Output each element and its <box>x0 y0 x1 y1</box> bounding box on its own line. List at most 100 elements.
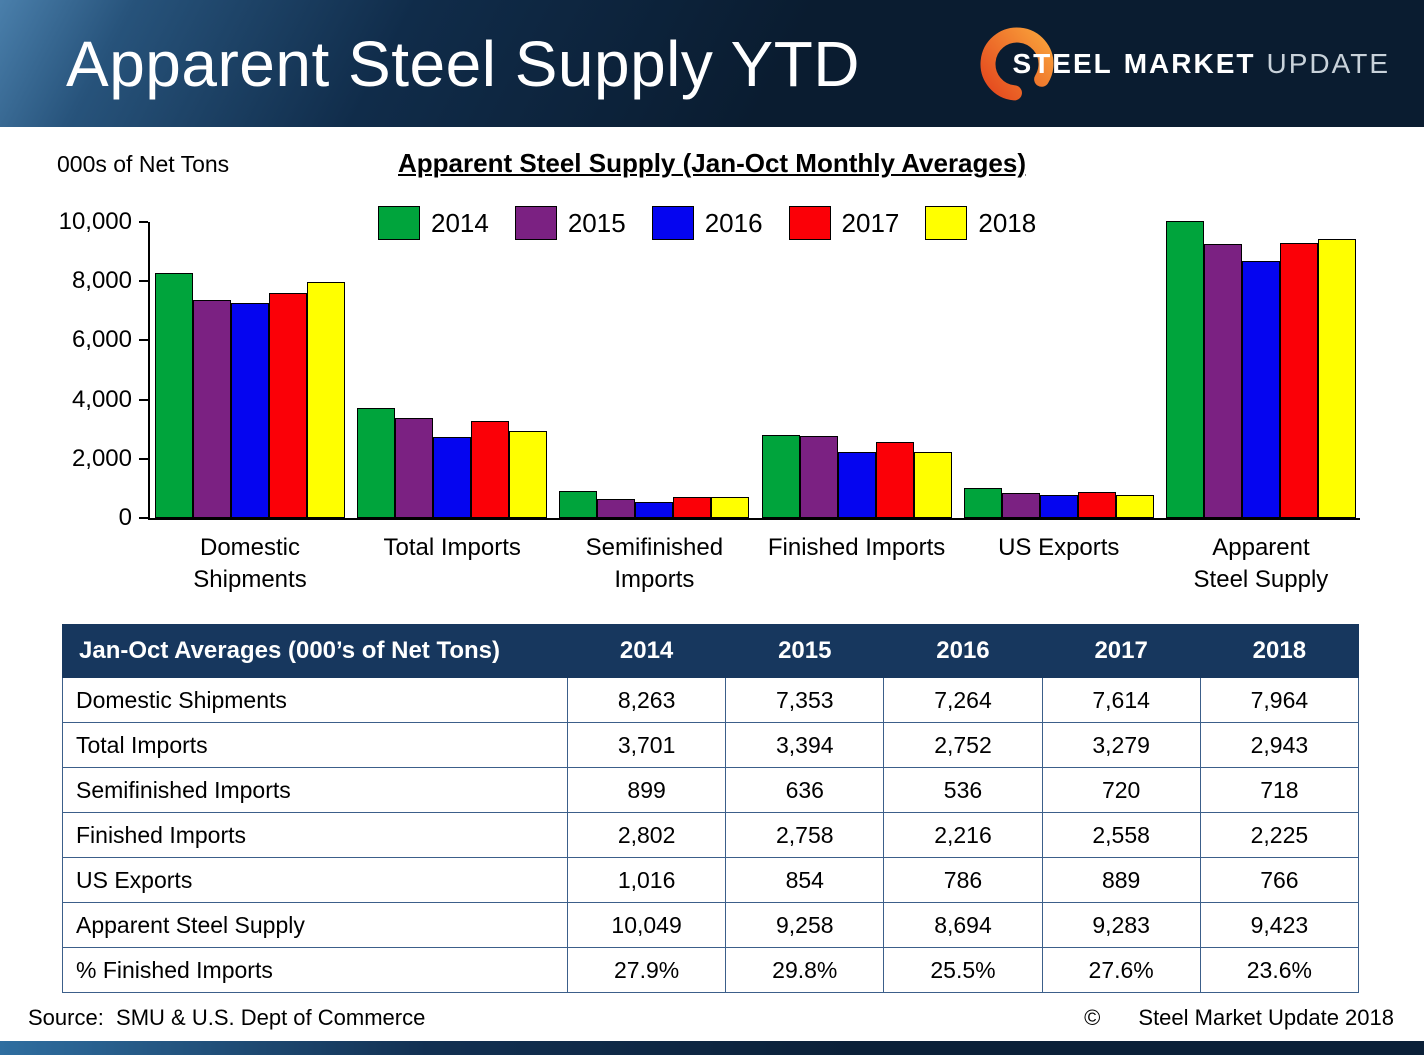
table-row-finished-imports: Finished Imports 2,802 2,758 2,216 2,558 2,22… <box>62 812 1360 858</box>
legend-item-2016: 2016 <box>651 206 763 240</box>
page-title: Apparent Steel Supply YTD <box>66 27 860 100</box>
y-axis-tick-label-4000: 4,000 <box>71 385 132 413</box>
y-axis-tick-label-2000: 2,000 <box>71 444 132 472</box>
table-cell-finished-imports-2016: 2,216 <box>883 812 1043 858</box>
bar-2014-total-imports <box>357 408 396 518</box>
table-cell-finished-imports-2014: 2,802 <box>566 812 727 858</box>
category-label-finished-imports: Finished Imports <box>767 534 946 561</box>
table-cell-semifinished-imports-2014: 899 <box>566 767 727 813</box>
row-label-apparent-steel-supply: Apparent Steel Supply <box>62 902 568 948</box>
row-label-semifinished-imports: Semifinished Imports <box>62 767 568 813</box>
table-cell-finished-imports-2017: 2,558 <box>1041 812 1201 858</box>
table-row-finished-imports: % Finished Imports 27.9% 29.8% 25.5% 27.6% 23… <box>62 947 1360 993</box>
legend-swatch-2018 <box>925 206 968 240</box>
table-header-row: Jan-Oct Averages (000’s of Net Tons) 2014… <box>62 624 1360 678</box>
legend-item-2018: 2018 <box>925 206 1036 240</box>
legend-swatch-2017 <box>788 206 831 240</box>
table-cell-semifinished-imports-2017: 720 <box>1041 767 1201 813</box>
y-axis-tick-label-6000: 6,000 <box>71 326 132 354</box>
table-cell-finished-imports-2017: 27.6% <box>1041 947 1201 993</box>
bar-2016-domestic-shipments <box>231 303 269 518</box>
bar-2015-domestic-shipments <box>193 300 231 518</box>
bar-2016-finished-imports <box>837 452 876 518</box>
bar-2017-semifinished-imports <box>673 496 712 518</box>
bar-2018-us-exports <box>1115 495 1154 518</box>
table-row-us-exports: US Exports 1,016 854 786 889 766 <box>62 857 1360 903</box>
copyright-symbol: © <box>1084 1005 1101 1030</box>
bar-group-semifinished-imports: Semifinished Imports <box>559 222 750 593</box>
table-header-year-2018: 2018 <box>1199 624 1360 678</box>
y-axis-tick-label-0: 0 <box>118 504 132 531</box>
copyright-text: Steel Market Update 2018 <box>1138 1005 1394 1030</box>
legend-label-2014: 2014 <box>431 207 489 238</box>
bars-total-imports <box>357 222 548 518</box>
table-cell-total-imports-2014: 3,701 <box>566 722 727 768</box>
category-label-total-imports: Total Imports <box>383 534 521 561</box>
bar-2017-apparent-steel-supply <box>1279 243 1318 518</box>
smu-logo-text: STEEL MARKET UPDATE <box>1013 48 1391 80</box>
bar-2014-domestic-shipments <box>155 273 193 518</box>
table-row-apparent-steel-supply: Apparent Steel Supply 10,049 9,258 8,694 9,2… <box>62 902 1360 948</box>
bar-groups: Domestic Shipments Total Imports Semifinis… <box>150 220 1360 593</box>
table-header-year-2017: 2017 <box>1041 624 1201 678</box>
table-cell-total-imports-2016: 2,752 <box>883 722 1043 768</box>
y-axis-tick-label-8000: 8,000 <box>71 267 132 295</box>
legend-swatch-2015 <box>514 206 557 240</box>
table-cell-semifinished-imports-2016: 536 <box>883 767 1043 813</box>
bars-finished-imports <box>761 222 952 518</box>
table-header-year-2014: 2014 <box>566 624 727 678</box>
bars-apparent-steel-supply <box>1165 220 1356 518</box>
legend-label-2015: 2015 <box>567 207 626 238</box>
chart-title: Apparent Steel Supply (Jan-Oct Monthly A… <box>398 148 1026 178</box>
bar-2017-finished-imports <box>875 442 914 518</box>
smu-logo-steel: STEEL <box>1012 47 1113 79</box>
table-section: Jan-Oct Averages (000’s of Net Tons) 2014… <box>62 624 1360 993</box>
bars-us-exports <box>963 222 1154 518</box>
table-header-label: Jan-Oct Averages (000’s of Net Tons) <box>62 624 568 678</box>
bar-group-domestic-shipments: Domestic Shipments <box>155 222 345 593</box>
table-cell-finished-imports-2015: 2,758 <box>725 812 885 858</box>
row-label-finished-imports: % Finished Imports <box>62 947 568 993</box>
bars-semifinished-imports <box>559 222 750 518</box>
table-cell-finished-imports-2015: 29.8% <box>725 947 885 993</box>
table-header-year-2015: 2015 <box>725 624 885 678</box>
category-label-semifinished-imports: Semifinished Imports <box>585 534 724 594</box>
row-label-domestic-shipments: Domestic Shipments <box>62 677 568 723</box>
bar-2016-semifinished-imports <box>635 502 674 518</box>
bar-2018-semifinished-imports <box>711 496 750 518</box>
table-cell-us-exports-2014: 1,016 <box>566 857 727 903</box>
row-label-total-imports: Total Imports <box>62 722 568 768</box>
y-axis-tick-label-10000: 10,000 <box>58 208 132 235</box>
table-cell-apparent-steel-supply-2014: 10,049 <box>566 902 727 948</box>
legend-label-2016: 2016 <box>704 207 763 238</box>
table-cell-us-exports-2017: 889 <box>1041 857 1201 903</box>
bar-2015-semifinished-imports <box>597 499 636 518</box>
bar-2018-apparent-steel-supply <box>1317 239 1356 518</box>
y-axis-tick-mark <box>139 280 148 283</box>
category-label-domestic-shipments: Domestic Shipments <box>193 534 307 594</box>
row-label-finished-imports: Finished Imports <box>62 812 568 858</box>
bar-2015-us-exports <box>1001 492 1040 518</box>
table-cell-domestic-shipments-2018: 7,964 <box>1199 677 1360 723</box>
table-cell-us-exports-2016: 786 <box>883 857 1043 903</box>
chart-plot-area: 2014 2015 2016 2017 2018 Domestic Shipments T… <box>59 206 1360 593</box>
legend-item-2017: 2017 <box>788 206 899 240</box>
bar-2018-domestic-shipments <box>307 282 345 518</box>
table-cell-total-imports-2017: 3,279 <box>1041 722 1201 768</box>
bar-2017-total-imports <box>471 420 510 518</box>
table-cell-apparent-steel-supply-2017: 9,283 <box>1041 902 1201 948</box>
table-cell-apparent-steel-supply-2016: 8,694 <box>883 902 1043 948</box>
table-cell-finished-imports-2014: 27.9% <box>566 947 727 993</box>
bar-2017-us-exports <box>1077 491 1116 518</box>
table-cell-finished-imports-2018: 23.6% <box>1199 947 1360 993</box>
y-axis-tick-mark <box>139 517 148 519</box>
y-axis-tick-mark <box>139 457 148 460</box>
bar-2014-finished-imports <box>761 435 800 518</box>
bars-domestic-shipments <box>155 222 345 518</box>
table-cell-semifinished-imports-2015: 636 <box>725 767 885 813</box>
y-axis-unit-label: 000s of Net Tons <box>57 151 230 177</box>
category-label-apparent-steel-supply: Apparent Steel Supply <box>1193 534 1329 594</box>
bottom-strip <box>0 1041 1424 1055</box>
y-axis-tick-mark <box>139 339 148 342</box>
